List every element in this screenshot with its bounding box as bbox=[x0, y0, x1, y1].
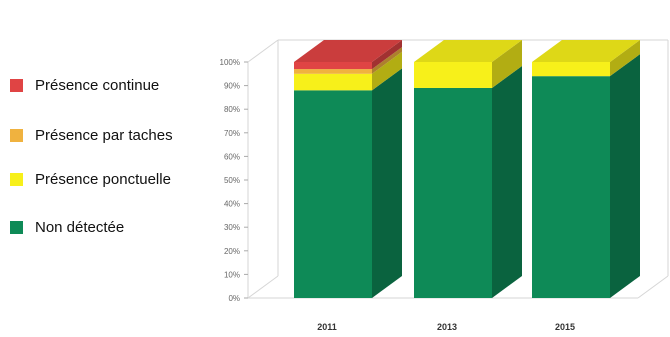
x-category-label: 2011 bbox=[317, 322, 337, 332]
y-tick-label: 80% bbox=[224, 105, 240, 114]
legend-label: Présence continue bbox=[35, 76, 160, 94]
legend-item-non-detectee: Non détectée bbox=[10, 216, 124, 238]
legend-swatch bbox=[10, 78, 23, 92]
y-tick-label: 40% bbox=[224, 200, 240, 209]
bar-segment bbox=[294, 47, 402, 74]
y-tick-label: 90% bbox=[224, 82, 240, 91]
bar-segment bbox=[414, 65, 522, 299]
bar-segment bbox=[532, 40, 640, 77]
y-tick-label: 100% bbox=[220, 58, 240, 67]
bar-top-face bbox=[414, 40, 522, 62]
y-tick-label: 70% bbox=[224, 129, 240, 138]
bar-segment bbox=[532, 54, 640, 298]
bar-top-face bbox=[294, 40, 402, 62]
legend-item-presence-continue: Présence continue bbox=[10, 74, 159, 96]
bar-segment-front bbox=[294, 62, 372, 70]
legend-item-presence-ponctuelle: Présence ponctuelle bbox=[10, 168, 171, 190]
bar-segment-front bbox=[532, 62, 610, 77]
bar-segment-front bbox=[294, 90, 372, 298]
bar-segment-side bbox=[610, 40, 640, 77]
bar-segment bbox=[294, 68, 402, 298]
bar-segment bbox=[414, 40, 522, 88]
y-axis-ticks: 0% 10% 20% 30% 40% 50% 60% 70% 80% 90% 100% bbox=[220, 58, 248, 303]
bar-segment-side bbox=[372, 40, 402, 70]
bar-segment-side bbox=[372, 51, 402, 91]
bar-segment-front bbox=[414, 62, 492, 88]
legend-label: Présence ponctuelle bbox=[35, 170, 171, 188]
top-left-edge bbox=[247, 39, 279, 63]
y-tick-label: 50% bbox=[224, 176, 240, 185]
bar-segment-side bbox=[610, 54, 640, 298]
bar-segment-front bbox=[414, 87, 492, 299]
y-tick-label: 0% bbox=[228, 294, 240, 303]
y-tick-label: 10% bbox=[224, 270, 240, 279]
legend-label: Présence par taches bbox=[35, 126, 173, 144]
bar-segment-side bbox=[372, 68, 402, 298]
legend-swatch bbox=[10, 220, 23, 234]
floor-right-edge bbox=[637, 275, 669, 299]
x-axis-labels: 2011 2013 2015 bbox=[317, 322, 575, 332]
legend-swatch bbox=[10, 172, 23, 186]
legend-label: Non détectée bbox=[35, 218, 125, 236]
bar-segment-front bbox=[294, 69, 372, 74]
legend-swatch bbox=[10, 128, 23, 142]
y-tick-label: 30% bbox=[224, 223, 240, 232]
bar-segment bbox=[294, 40, 402, 70]
bar-segment-front bbox=[294, 73, 372, 91]
floor-left-edge bbox=[247, 275, 279, 299]
legend-item-presence-par-taches: Présence par taches bbox=[10, 124, 173, 146]
bar-segment-front bbox=[532, 76, 610, 298]
y-tick-label: 60% bbox=[224, 152, 240, 161]
bar-top-face bbox=[532, 40, 640, 62]
x-category-label: 2013 bbox=[437, 322, 457, 332]
bar-segment-side bbox=[492, 65, 522, 299]
bar-segment bbox=[294, 51, 402, 91]
x-category-label: 2015 bbox=[555, 322, 575, 332]
bar-segment-side bbox=[372, 47, 402, 74]
bars bbox=[294, 40, 640, 299]
y-tick-label: 20% bbox=[224, 247, 240, 256]
bar-segment-side bbox=[492, 40, 522, 88]
